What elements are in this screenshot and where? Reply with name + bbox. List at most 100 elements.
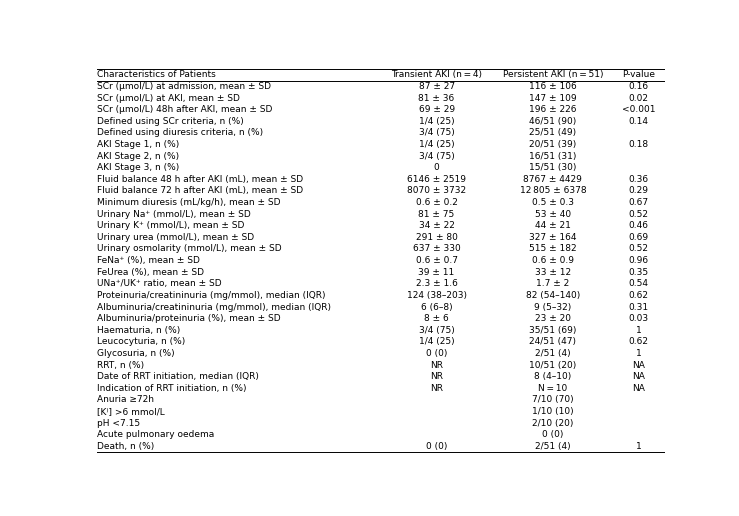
Text: 53 ± 40: 53 ± 40 <box>535 209 571 219</box>
Text: AKI Stage 3, n (%): AKI Stage 3, n (%) <box>97 163 179 172</box>
Text: 1: 1 <box>636 326 641 335</box>
Text: UNa⁺/UK⁺ ratio, mean ± SD: UNa⁺/UK⁺ ratio, mean ± SD <box>97 279 222 288</box>
Text: 0.62: 0.62 <box>629 291 649 300</box>
Text: 8 ± 6: 8 ± 6 <box>424 314 449 323</box>
Text: 24/51 (47): 24/51 (47) <box>529 337 576 346</box>
Text: 6146 ± 2519: 6146 ± 2519 <box>407 175 466 184</box>
Text: 0.6 ± 0.7: 0.6 ± 0.7 <box>415 256 457 265</box>
Text: 46/51 (90): 46/51 (90) <box>529 117 576 126</box>
Text: 39 ± 11: 39 ± 11 <box>418 268 454 277</box>
Text: 0.16: 0.16 <box>629 82 649 91</box>
Text: 0.67: 0.67 <box>629 198 649 207</box>
Text: 1.7 ± 2: 1.7 ± 2 <box>537 279 570 288</box>
Text: 327 ± 164: 327 ± 164 <box>529 233 576 242</box>
Text: Haematuria, n (%): Haematuria, n (%) <box>97 326 180 335</box>
Text: 44 ± 21: 44 ± 21 <box>535 221 571 230</box>
Text: 196 ± 226: 196 ± 226 <box>529 105 576 114</box>
Text: 8 (4–10): 8 (4–10) <box>534 372 571 381</box>
Text: [K⁾] >6 mmol/L: [K⁾] >6 mmol/L <box>97 407 165 416</box>
Text: 2/10 (20): 2/10 (20) <box>532 418 573 428</box>
Text: NR: NR <box>430 361 443 369</box>
Text: 116 ± 106: 116 ± 106 <box>529 82 576 91</box>
Text: 0.6 ± 0.9: 0.6 ± 0.9 <box>532 256 574 265</box>
Text: Urinary Na⁺ (mmol/L), mean ± SD: Urinary Na⁺ (mmol/L), mean ± SD <box>97 209 251 219</box>
Text: 0.69: 0.69 <box>629 233 649 242</box>
Text: 0.46: 0.46 <box>629 221 649 230</box>
Text: 0.02: 0.02 <box>629 93 649 103</box>
Text: Indication of RRT initiation, n (%): Indication of RRT initiation, n (%) <box>97 384 247 393</box>
Text: Fluid balance 72 h after AKI (mL), mean ± SD: Fluid balance 72 h after AKI (mL), mean … <box>97 186 303 196</box>
Text: AKI Stage 1, n (%): AKI Stage 1, n (%) <box>97 140 179 149</box>
Text: 0.52: 0.52 <box>629 209 649 219</box>
Text: 0.5 ± 0.3: 0.5 ± 0.3 <box>532 198 574 207</box>
Text: Urinary urea (mmol/L), mean ± SD: Urinary urea (mmol/L), mean ± SD <box>97 233 254 242</box>
Text: 1: 1 <box>636 349 641 358</box>
Text: Leucocyturia, n (%): Leucocyturia, n (%) <box>97 337 185 346</box>
Text: Anuria ≥72h: Anuria ≥72h <box>97 395 154 405</box>
Text: 12 805 ± 6378: 12 805 ± 6378 <box>520 186 586 196</box>
Text: Characteristics of Patients: Characteristics of Patients <box>97 70 216 79</box>
Text: 0 (0): 0 (0) <box>542 430 564 439</box>
Text: 35/51 (69): 35/51 (69) <box>529 326 576 335</box>
Text: 2/51 (4): 2/51 (4) <box>535 442 571 451</box>
Text: 637 ± 330: 637 ± 330 <box>412 245 460 253</box>
Text: 2/51 (4): 2/51 (4) <box>535 349 571 358</box>
Text: Persistent AKI (n = 51): Persistent AKI (n = 51) <box>503 70 603 79</box>
Text: 291 ± 80: 291 ± 80 <box>415 233 457 242</box>
Text: 20/51 (39): 20/51 (39) <box>529 140 576 149</box>
Text: 3/4 (75): 3/4 (75) <box>419 128 454 137</box>
Text: Albuminuria/proteinuria (%), mean ± SD: Albuminuria/proteinuria (%), mean ± SD <box>97 314 281 323</box>
Text: Transient AKI (n = 4): Transient AKI (n = 4) <box>391 70 482 79</box>
Text: 8070 ± 3732: 8070 ± 3732 <box>407 186 466 196</box>
Text: 1/4 (25): 1/4 (25) <box>419 337 454 346</box>
Text: 16/51 (31): 16/51 (31) <box>529 152 576 160</box>
Text: 0.18: 0.18 <box>629 140 649 149</box>
Text: FeUrea (%), mean ± SD: FeUrea (%), mean ± SD <box>97 268 204 277</box>
Text: 1/4 (25): 1/4 (25) <box>419 140 454 149</box>
Text: Urinary osmolarity (mmol/L), mean ± SD: Urinary osmolarity (mmol/L), mean ± SD <box>97 245 282 253</box>
Text: 0.6 ± 0.2: 0.6 ± 0.2 <box>415 198 457 207</box>
Text: 25/51 (49): 25/51 (49) <box>529 128 576 137</box>
Text: 0.54: 0.54 <box>629 279 649 288</box>
Text: Glycosuria, n (%): Glycosuria, n (%) <box>97 349 174 358</box>
Text: 82 (54–140): 82 (54–140) <box>525 291 580 300</box>
Text: Fluid balance 48 h after AKI (mL), mean ± SD: Fluid balance 48 h after AKI (mL), mean … <box>97 175 303 184</box>
Text: 0.29: 0.29 <box>629 186 649 196</box>
Text: 33 ± 12: 33 ± 12 <box>535 268 571 277</box>
Text: 23 ± 20: 23 ± 20 <box>535 314 571 323</box>
Text: Urinary K⁺ (mmol/L), mean ± SD: Urinary K⁺ (mmol/L), mean ± SD <box>97 221 245 230</box>
Text: 2.3 ± 1.6: 2.3 ± 1.6 <box>415 279 457 288</box>
Text: 0.31: 0.31 <box>629 302 649 312</box>
Text: 87 ± 27: 87 ± 27 <box>418 82 454 91</box>
Text: 6 (6–8): 6 (6–8) <box>420 302 452 312</box>
Text: N = 10: N = 10 <box>538 384 568 393</box>
Text: Defined using SCr criteria, n (%): Defined using SCr criteria, n (%) <box>97 117 244 126</box>
Text: 1: 1 <box>636 442 641 451</box>
Text: Date of RRT initiation, median (IQR): Date of RRT initiation, median (IQR) <box>97 372 259 381</box>
Text: 15/51 (30): 15/51 (30) <box>529 163 576 172</box>
Text: 0.35: 0.35 <box>629 268 649 277</box>
Text: 3/4 (75): 3/4 (75) <box>419 326 454 335</box>
Text: NA: NA <box>633 361 645 369</box>
Text: pH <7.15: pH <7.15 <box>97 418 140 428</box>
Text: 515 ± 182: 515 ± 182 <box>529 245 576 253</box>
Text: 8767 ± 4429: 8767 ± 4429 <box>523 175 582 184</box>
Text: 124 (38–203): 124 (38–203) <box>406 291 466 300</box>
Text: 7/10 (70): 7/10 (70) <box>532 395 573 405</box>
Text: Proteinuria/creatininuria (mg/mmol), median (IQR): Proteinuria/creatininuria (mg/mmol), med… <box>97 291 325 300</box>
Text: Albuminuria/creatininuria (mg/mmol), median (IQR): Albuminuria/creatininuria (mg/mmol), med… <box>97 302 331 312</box>
Text: 34 ± 22: 34 ± 22 <box>419 221 454 230</box>
Text: 3/4 (75): 3/4 (75) <box>419 152 454 160</box>
Text: 0 (0): 0 (0) <box>426 442 447 451</box>
Text: 0.62: 0.62 <box>629 337 649 346</box>
Text: Acute pulmonary oedema: Acute pulmonary oedema <box>97 430 214 439</box>
Text: 10/51 (20): 10/51 (20) <box>529 361 576 369</box>
Text: 1/4 (25): 1/4 (25) <box>419 117 454 126</box>
Text: SCr (μmol/L) at admission, mean ± SD: SCr (μmol/L) at admission, mean ± SD <box>97 82 271 91</box>
Text: Death, n (%): Death, n (%) <box>97 442 154 451</box>
Text: 81 ± 36: 81 ± 36 <box>418 93 454 103</box>
Text: FeNa⁺ (%), mean ± SD: FeNa⁺ (%), mean ± SD <box>97 256 200 265</box>
Text: NA: NA <box>633 384 645 393</box>
Text: 147 ± 109: 147 ± 109 <box>529 93 576 103</box>
Text: Minimum diuresis (mL/kg/h), mean ± SD: Minimum diuresis (mL/kg/h), mean ± SD <box>97 198 281 207</box>
